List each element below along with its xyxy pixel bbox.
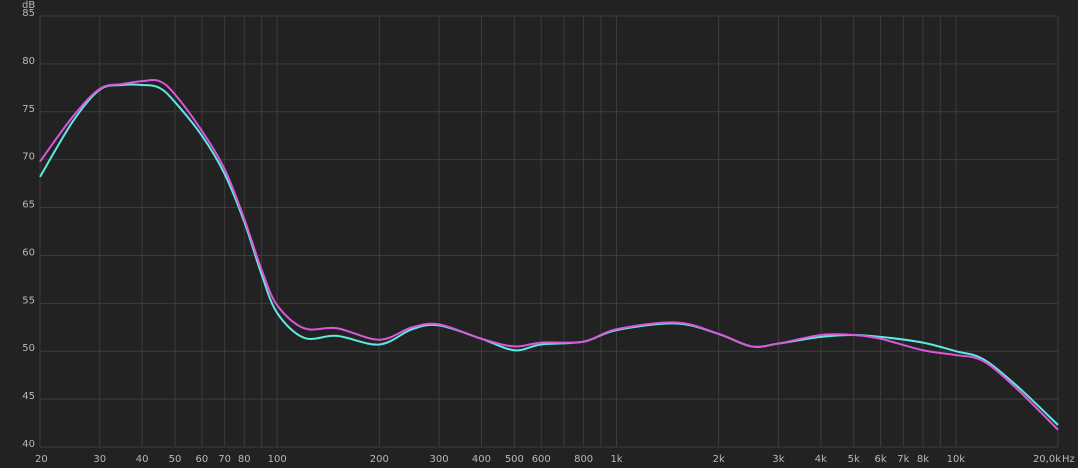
y-tick-label: 50 bbox=[22, 343, 35, 354]
x-tick-label: 20 bbox=[35, 454, 48, 465]
x-tick-label: 80 bbox=[238, 454, 251, 465]
x-tick-label: 800 bbox=[574, 454, 593, 465]
x-tick-label: 1k bbox=[610, 454, 622, 465]
x-tick-label: 8k bbox=[917, 454, 929, 465]
x-tick-label: 10k bbox=[947, 454, 966, 465]
y-tick-label: 80 bbox=[22, 56, 35, 67]
y-tick-label: 40 bbox=[22, 439, 35, 450]
x-tick-label: 20,0k bbox=[1033, 454, 1061, 465]
x-tick-label: 50 bbox=[169, 454, 182, 465]
response-line bbox=[39, 79, 1059, 431]
y-tick-label: 85 bbox=[22, 8, 35, 19]
x-tick-label: 7k bbox=[897, 454, 909, 465]
x-tick-label: 500 bbox=[505, 454, 524, 465]
x-tick-label: 100 bbox=[268, 454, 287, 465]
x-tick-label: 600 bbox=[532, 454, 551, 465]
x-tick-label: 30 bbox=[93, 454, 106, 465]
x-tick-label: 4k bbox=[815, 454, 827, 465]
x-tick-label: 60 bbox=[196, 454, 209, 465]
x-tick-label: 5k bbox=[848, 454, 860, 465]
x-tick-label: 2k bbox=[713, 454, 725, 465]
y-tick-label: 75 bbox=[22, 104, 35, 115]
x-tick-label: 3k bbox=[772, 454, 784, 465]
y-tick-label: 55 bbox=[22, 295, 35, 306]
y-tick-label: 70 bbox=[22, 152, 35, 163]
x-tick-label: 200 bbox=[370, 454, 389, 465]
x-tick-label: 40 bbox=[136, 454, 149, 465]
x-tick-label: 6k bbox=[874, 454, 886, 465]
x-axis-label: Hz bbox=[1062, 454, 1075, 465]
y-axis-label: dB bbox=[22, 0, 35, 11]
x-tick-label: 70 bbox=[218, 454, 231, 465]
y-tick-label: 65 bbox=[22, 200, 35, 211]
x-tick-label: 300 bbox=[430, 454, 449, 465]
y-tick-label: 45 bbox=[22, 391, 35, 402]
x-tick-label: 400 bbox=[472, 454, 491, 465]
y-tick-label: 60 bbox=[22, 247, 35, 258]
